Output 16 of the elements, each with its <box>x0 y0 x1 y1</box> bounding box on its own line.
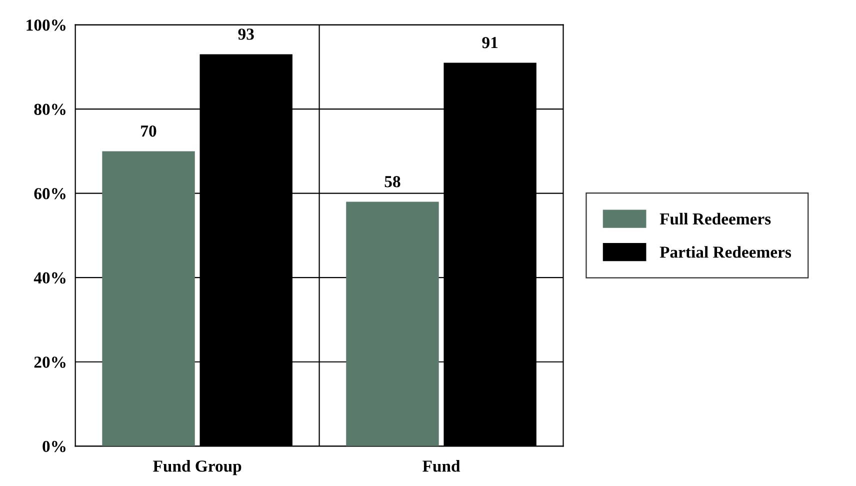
x-tick-label: Fund <box>422 460 460 472</box>
y-tick-label: 60% <box>34 188 66 200</box>
data-label: 58 <box>384 176 400 188</box>
y-tick-label: 20% <box>34 356 66 368</box>
y-tick-label: 100% <box>26 19 66 31</box>
bar <box>346 202 439 446</box>
y-tick-label: 0% <box>42 440 66 452</box>
y-tick-label: 40% <box>34 272 66 284</box>
bar <box>102 151 195 446</box>
y-tick-label: 80% <box>34 104 66 116</box>
legend-label: Partial Redeemers <box>660 246 792 258</box>
data-label: 70 <box>141 125 156 137</box>
x-tick-label: Fund Group <box>153 460 242 476</box>
data-label: 93 <box>238 28 254 40</box>
legend-label: Full Redeemers <box>660 212 771 225</box>
data-label: 91 <box>482 37 498 48</box>
